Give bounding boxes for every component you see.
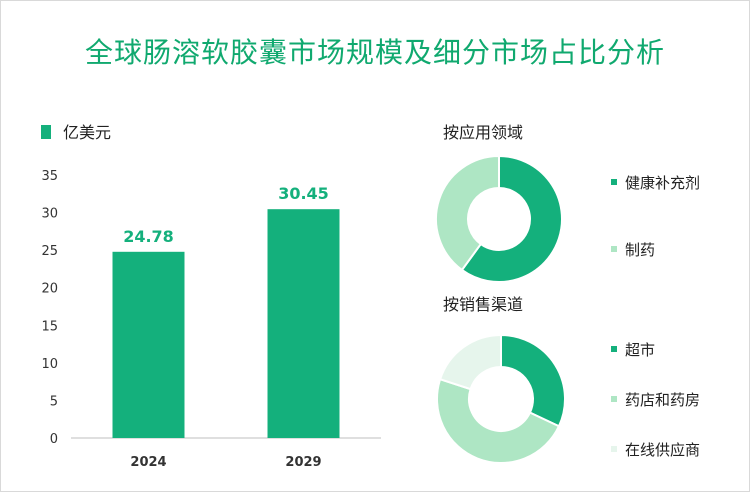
donut-slice <box>500 333 566 428</box>
bar-legend: 亿美元 <box>41 119 111 143</box>
bar-value-label: 24.78 <box>123 227 174 246</box>
legend-label: 超市 <box>625 341 656 359</box>
y-tick-label: 15 <box>41 319 58 334</box>
legend-label: 在线供应商 <box>625 441 701 459</box>
legend-dot <box>611 396 617 402</box>
legend-item-health-supplement: 健康补充剂 <box>611 172 700 193</box>
legend-dot <box>611 346 617 352</box>
x-tick-label: 2024 <box>130 455 166 470</box>
bar <box>112 251 185 438</box>
legend-label: 健康补充剂 <box>625 174 701 192</box>
donut-slice <box>460 154 563 283</box>
legend-dot <box>611 446 617 452</box>
y-tick-label: 5 <box>50 394 58 409</box>
bar-legend-label: 亿美元 <box>63 123 112 142</box>
legend-label: 药店和药房 <box>625 391 701 409</box>
donut-title-application: 按应用领域 <box>443 123 524 142</box>
legend-item-pharmacy: 药店和药房 <box>611 389 700 410</box>
legend-item-pharma: 制药 <box>611 239 655 260</box>
y-tick-label: 0 <box>50 432 58 447</box>
y-tick-label: 25 <box>41 244 58 259</box>
legend-dot <box>611 246 617 252</box>
bar-value-label: 30.45 <box>278 184 329 203</box>
donut-slice <box>435 154 500 272</box>
donut-slice <box>435 377 561 464</box>
y-tick-label: 10 <box>41 357 58 372</box>
y-tick-label: 35 <box>41 169 58 184</box>
page-title: 全球肠溶软胶囊市场规模及细分市场占比分析 <box>84 36 665 69</box>
bar-legend-swatch <box>41 125 51 139</box>
x-tick-label: 2029 <box>285 455 321 470</box>
donut-slice <box>438 333 502 391</box>
donut-title-channel: 按销售渠道 <box>443 295 524 314</box>
legend-label: 制药 <box>625 241 656 259</box>
bar <box>267 209 340 438</box>
legend-item-supermarket: 超市 <box>611 339 655 360</box>
y-tick-label: 20 <box>41 282 58 297</box>
legend-dot <box>611 179 617 185</box>
y-tick-label: 30 <box>41 207 58 222</box>
legend-item-online: 在线供应商 <box>611 439 700 460</box>
